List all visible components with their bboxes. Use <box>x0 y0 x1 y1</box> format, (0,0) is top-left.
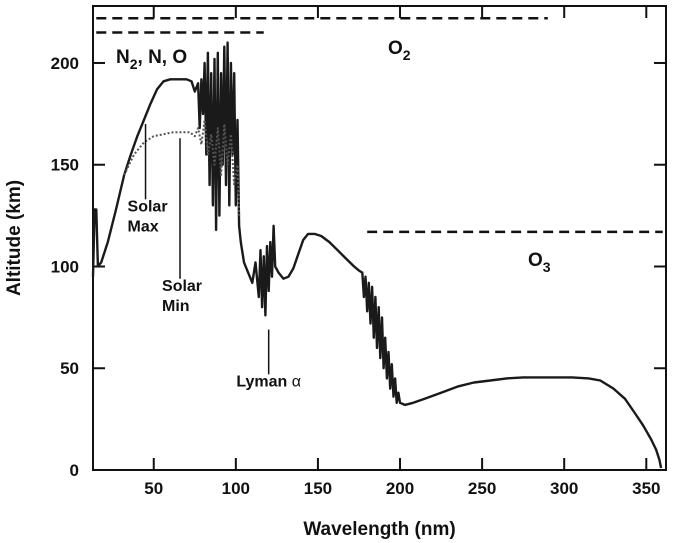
plot-frame <box>92 5 667 471</box>
y-tick-label: 0 <box>70 461 79 480</box>
solar-max-label-line: Max <box>128 219 159 236</box>
series-layer <box>91 41 663 469</box>
solar-min-label-line: Solar <box>162 278 202 295</box>
species-label: O3 <box>528 250 551 275</box>
series-solar-max-curve <box>91 41 663 469</box>
x-tick-label: 350 <box>632 479 660 498</box>
species-label-main: O <box>528 250 543 271</box>
species-range-lines <box>96 16 663 234</box>
lyman-alpha-label-text: Lyman <box>236 374 291 391</box>
plot-border <box>92 5 667 471</box>
y-axis-title: Altitude (km) <box>4 180 25 296</box>
y-tick-label: 100 <box>51 257 79 276</box>
x-tick-label: 50 <box>144 479 163 498</box>
x-axis-title: Wavelength (nm) <box>303 519 455 540</box>
species-label-sub: 2 <box>403 47 411 63</box>
x-tick-label: 150 <box>304 479 332 498</box>
species-label-sub: 2 <box>130 56 138 72</box>
x-tick-label: 250 <box>468 479 496 498</box>
species-label-main: N <box>116 47 130 68</box>
x-tick-label: 300 <box>550 479 578 498</box>
solar-max-label-line: Solar <box>128 199 168 216</box>
species-label: N2, N, O <box>116 47 187 72</box>
lyman-alpha-greek: α <box>292 374 301 391</box>
series-solar-min-curve <box>123 119 241 216</box>
x-tick-label: 100 <box>222 479 250 498</box>
species-label-sub: 3 <box>543 259 551 275</box>
x-tick-label: 200 <box>386 479 414 498</box>
y-tick-label: 200 <box>51 54 79 73</box>
annotation-leader-lines <box>144 124 270 375</box>
species-label-main: O <box>388 38 403 59</box>
y-tick-label: 50 <box>60 359 79 378</box>
solar-min-label-line: Min <box>162 298 190 315</box>
y-tick-label: 150 <box>51 156 79 175</box>
lyman-alpha-label: Lyman α <box>236 374 301 391</box>
species-label-rest: , N, O <box>138 47 188 68</box>
species-label: O2 <box>388 38 411 63</box>
axis-ticks <box>93 6 666 471</box>
text-labels: 50 100 150 200 250 300 350 0 50 100 150 200 Waveleng… <box>4 38 660 540</box>
